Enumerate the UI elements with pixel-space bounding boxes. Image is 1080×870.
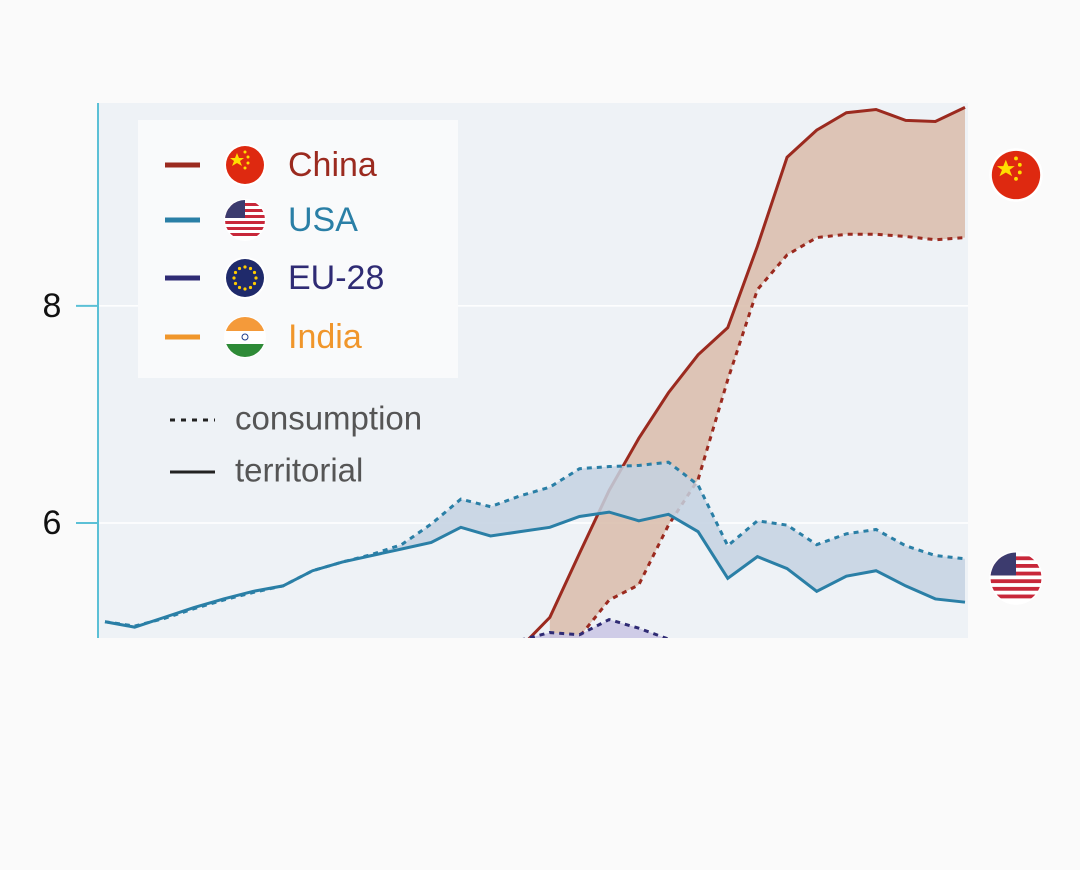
consumption-line — [104, 460, 966, 628]
y-ticks: 68 — [43, 287, 98, 542]
y-tick-label: 8 — [43, 287, 62, 325]
flag-icon — [989, 551, 1042, 604]
territorial-line — [527, 105, 966, 638]
legend-label: USA — [288, 201, 358, 239]
y-tick-label: 6 — [43, 504, 62, 542]
legend-flag — [224, 257, 266, 299]
legend-flag — [224, 144, 266, 186]
legend: China USA EU-28 India — [165, 144, 384, 358]
legend-style-label: territorial — [235, 452, 363, 489]
territorial-line — [104, 510, 966, 629]
legend-label: EU-28 — [288, 259, 384, 297]
legend-label: China — [288, 146, 377, 184]
band-area — [528, 619, 666, 638]
legend-flag — [224, 199, 266, 241]
legend-style-label: consumption — [235, 400, 422, 437]
plot — [104, 105, 966, 650]
legend-label: India — [288, 318, 362, 356]
band-area — [105, 462, 965, 628]
flag-icon — [989, 148, 1043, 202]
territorial-line — [520, 646, 668, 650]
legend-flag — [224, 316, 266, 358]
